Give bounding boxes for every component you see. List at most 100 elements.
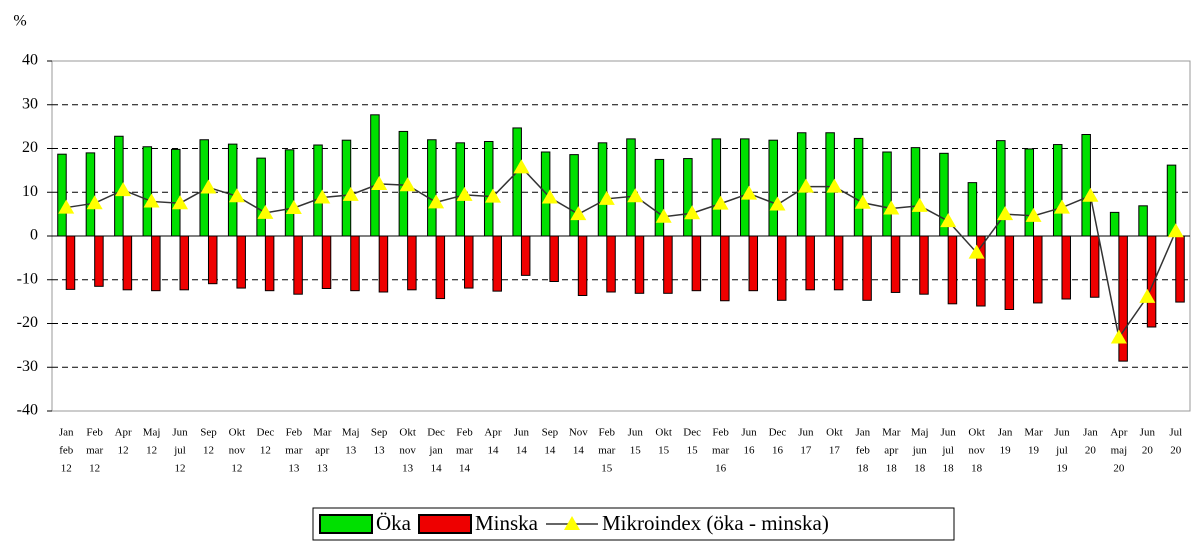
bar	[976, 235, 986, 307]
x-tick-label: 13	[402, 463, 414, 475]
y-tick-label: 40	[22, 52, 38, 69]
legend-label: Öka	[376, 511, 412, 535]
x-tick-label: apr	[884, 445, 898, 457]
x-tick-label: jul	[1055, 445, 1068, 457]
x-tick-label: Feb	[599, 427, 616, 439]
y-tick-label: 30	[22, 95, 38, 112]
x-tick-label: 18	[971, 463, 983, 475]
bar	[256, 157, 266, 237]
marker	[684, 205, 701, 220]
x-tick-label: 20	[1170, 445, 1182, 457]
marker	[570, 206, 587, 221]
bar	[626, 138, 636, 237]
bar	[85, 152, 96, 237]
x-tick-label: Jun	[172, 427, 188, 439]
x-tick-label: 15	[601, 463, 613, 475]
x-tick-label: 13	[374, 445, 386, 457]
x-tick-label: 18	[886, 463, 898, 475]
bar	[492, 235, 502, 292]
marker	[940, 213, 957, 228]
x-tick-label: 15	[687, 445, 699, 457]
x-tick-label: 15	[658, 445, 670, 457]
marker	[541, 189, 558, 204]
marker	[1053, 199, 1070, 214]
line	[66, 166, 1177, 340]
marker	[854, 194, 871, 209]
legend-swatch	[418, 514, 472, 534]
x-tick-label: jun	[912, 445, 928, 457]
marker	[997, 206, 1014, 221]
marker	[883, 200, 900, 215]
x-tick-label: Mar	[882, 427, 901, 439]
bar	[740, 138, 750, 237]
x-tick-label: Maj	[342, 427, 360, 439]
bar	[57, 153, 67, 237]
x-tick-label: Maj	[911, 427, 929, 439]
bar	[776, 235, 787, 301]
y-axis-label: %	[13, 13, 26, 30]
x-tick-label: mar	[285, 445, 302, 457]
x-tick-label: Jun	[941, 427, 957, 439]
bar	[94, 235, 104, 287]
x-tick-label: Apr	[484, 427, 501, 439]
bar	[1138, 205, 1148, 237]
y-tick-label: 0	[30, 227, 38, 244]
x-tick-label: Mar	[313, 427, 332, 439]
bar	[862, 235, 872, 301]
bar	[1004, 235, 1015, 310]
legend-label: Minska	[475, 511, 539, 535]
x-tick-label: Okt	[229, 427, 246, 439]
marker	[285, 200, 302, 214]
marker	[200, 179, 217, 194]
x-tick-label: apr	[315, 445, 329, 457]
x-tick-label: Sep	[200, 427, 217, 439]
bar	[65, 235, 76, 290]
marker	[428, 194, 445, 209]
legend-swatch	[319, 514, 373, 534]
x-tick-label: 17	[829, 445, 841, 457]
x-tick-label: Nov	[569, 427, 588, 439]
y-tick-label: -20	[17, 314, 38, 331]
y-tick-label: 10	[22, 183, 38, 200]
bar	[1061, 235, 1071, 300]
marker	[456, 186, 473, 201]
x-tick-label: mar	[456, 445, 473, 457]
x-tick-label: Jan	[59, 427, 74, 439]
x-tick-label: 12	[118, 445, 129, 457]
marker	[513, 159, 530, 174]
marker	[172, 195, 189, 210]
marker	[371, 175, 388, 190]
bar	[1081, 134, 1091, 237]
bar	[996, 140, 1006, 237]
bar	[122, 235, 133, 291]
bar	[1033, 235, 1043, 304]
x-tick-label: 12	[61, 463, 72, 475]
x-tick-label: 16	[744, 445, 756, 457]
bar	[577, 235, 588, 296]
x-tick-label: Apr	[1110, 427, 1127, 439]
bar	[711, 138, 722, 237]
marker	[115, 182, 132, 197]
y-tick-label: -30	[17, 358, 38, 375]
bar	[427, 139, 437, 237]
x-tick-label: Jun	[1140, 427, 1156, 439]
x-tick-label: Jan	[998, 427, 1013, 439]
marker	[58, 199, 75, 214]
x-tick-label: Dec	[427, 427, 445, 439]
bar	[1052, 144, 1063, 237]
bar	[663, 235, 673, 294]
x-tick-label: 20	[1085, 445, 1097, 457]
x-tick-label: Jun	[1054, 427, 1070, 439]
bar	[654, 158, 665, 237]
x-tick-label: 19	[1028, 445, 1040, 457]
bar	[407, 235, 417, 291]
bar	[207, 235, 218, 285]
bar	[520, 235, 531, 276]
x-tick-label: Feb	[86, 427, 103, 439]
bar	[967, 182, 978, 237]
bar	[549, 235, 559, 282]
bar	[768, 139, 778, 237]
y-tick-label: -40	[17, 402, 38, 419]
marker	[826, 178, 843, 193]
